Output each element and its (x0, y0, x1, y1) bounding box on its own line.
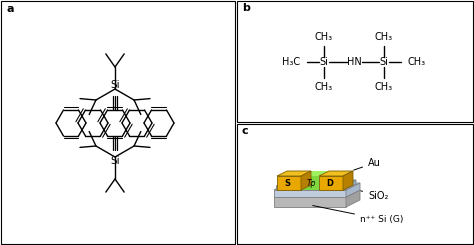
Polygon shape (276, 180, 356, 186)
Polygon shape (277, 176, 301, 190)
Polygon shape (274, 190, 346, 197)
Text: SiO₂: SiO₂ (361, 191, 388, 201)
Bar (1, 1, 235, 244)
Text: CH₃: CH₃ (315, 82, 333, 92)
Polygon shape (274, 190, 360, 197)
Polygon shape (319, 176, 343, 190)
Bar (237, 124, 473, 244)
Text: HN: HN (346, 57, 361, 67)
Polygon shape (277, 171, 311, 176)
Text: Si: Si (319, 57, 328, 67)
Polygon shape (274, 183, 360, 190)
Polygon shape (346, 183, 360, 197)
Text: D: D (326, 179, 333, 188)
Text: b: b (242, 3, 250, 13)
Text: CH₃: CH₃ (408, 57, 426, 67)
Text: S: S (285, 179, 291, 188)
Polygon shape (301, 171, 329, 176)
Text: Tp: Tp (306, 179, 316, 188)
Polygon shape (276, 186, 344, 190)
Polygon shape (274, 197, 346, 207)
Text: H₃C: H₃C (282, 57, 300, 67)
Bar (237, 1, 473, 122)
Text: Si: Si (110, 156, 120, 166)
Polygon shape (343, 171, 353, 190)
Text: n⁺⁺ Si (G): n⁺⁺ Si (G) (313, 206, 403, 224)
Text: Au: Au (354, 158, 381, 170)
Text: CH₃: CH₃ (375, 32, 393, 42)
Text: Si: Si (380, 57, 388, 67)
Text: CH₃: CH₃ (315, 32, 333, 42)
Polygon shape (344, 180, 356, 190)
Text: a: a (6, 4, 13, 14)
Polygon shape (301, 171, 311, 190)
Text: c: c (242, 126, 249, 136)
Polygon shape (346, 190, 360, 207)
Polygon shape (301, 176, 319, 190)
Text: CH₃: CH₃ (375, 82, 393, 92)
Polygon shape (319, 171, 353, 176)
Text: Si: Si (110, 80, 120, 90)
